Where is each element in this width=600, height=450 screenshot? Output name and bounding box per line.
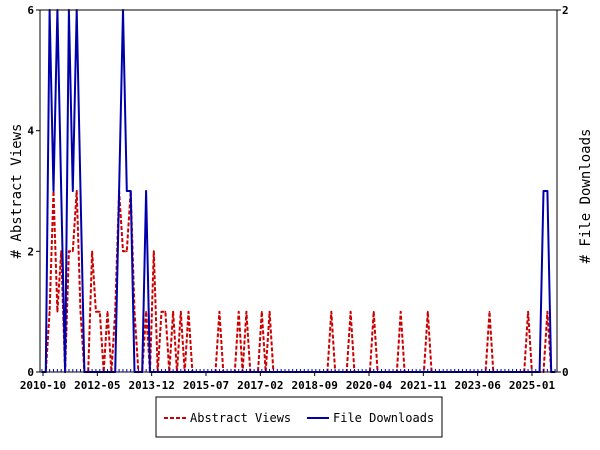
plot-frame [39, 9, 558, 373]
x-tick-label: 2020-04 [346, 379, 393, 392]
x-tick-label: 2018-09 [291, 379, 337, 392]
abstract-views-point [427, 310, 429, 313]
y-left-tick-label: 0 [27, 366, 34, 379]
y-left-tick-label: 4 [27, 125, 34, 138]
x-tick-label: 2025-01 [509, 379, 556, 392]
abstract-views-point [488, 310, 491, 313]
file-downloads-point [79, 190, 82, 192]
abstract-views-point [126, 250, 128, 253]
file-downloads-point [52, 190, 55, 192]
file-downloads-point [118, 190, 120, 192]
y-right-tick-label: 2 [562, 4, 569, 17]
axes: 0 2 4 6 0 2 2010-10 2012-05 2013-12 2015-07 2017-0… [20, 4, 569, 392]
abstract-views-point [164, 310, 167, 313]
abstract-views-point [172, 310, 174, 313]
abstract-views-point [95, 310, 97, 313]
abstract-views-point [56, 310, 59, 313]
file-downloads-point [546, 190, 549, 192]
abstract-views-point [79, 310, 82, 313]
abstract-views-point [72, 250, 74, 253]
abstract-views-point [546, 310, 549, 313]
abstract-views-point [372, 310, 375, 313]
abstract-views-point [145, 310, 147, 313]
abstract-views-point [245, 310, 248, 313]
legend: Abstract Views File Downloads [155, 396, 443, 438]
abstract-views-point [349, 310, 352, 313]
abstract-views-point [99, 310, 101, 313]
x-tick-label: 2023-06 [454, 379, 501, 392]
legend-downloads-label: File Downloads [333, 411, 434, 425]
file-downloads-point [129, 190, 132, 192]
abstract-views-point [160, 310, 163, 313]
x-tick-label: 2017-02 [237, 379, 283, 392]
abstract-views-point [122, 250, 124, 253]
abstract-views-point [187, 310, 190, 313]
abstract-views-point [237, 310, 240, 313]
abstract-views-point [261, 310, 263, 313]
legend-abstract-label: Abstract Views [190, 411, 291, 425]
abstract-views-point [399, 310, 402, 313]
file-downloads-point [60, 190, 62, 192]
y-left-axis-title: # Abstract Views [9, 124, 25, 259]
file-downloads-point [126, 190, 128, 192]
abstract-views-point [268, 310, 271, 313]
abstract-views-point [106, 310, 109, 313]
x-tick-label: 2013-12 [128, 379, 174, 392]
abstract-views-point [180, 310, 182, 313]
abstract-views-point [48, 310, 51, 313]
y-left-tick-label: 2 [27, 245, 34, 258]
abstract-views-point [330, 310, 333, 313]
abstract-views-point [527, 310, 529, 313]
legend-box [155, 396, 443, 438]
y-left-tick-label: 6 [27, 4, 34, 17]
abstract-views-point [153, 250, 155, 253]
y-right-tick-label: 0 [562, 366, 569, 379]
abstract-views-point [218, 310, 221, 313]
file-downloads-point [145, 190, 147, 192]
x-tick-label: 2015-07 [183, 379, 229, 392]
abstract-views-point [91, 250, 93, 253]
abstract-views-point [68, 250, 70, 253]
file-downloads-point [542, 190, 545, 192]
file-downloads-point [72, 190, 74, 192]
abstract-views-point [75, 190, 78, 192]
x-tick-label: 2012-05 [74, 379, 120, 392]
x-tick-label: 2010-10 [20, 379, 66, 392]
x-tick-label: 2021-11 [400, 379, 447, 392]
y-right-axis-title: # File Downloads [578, 129, 594, 264]
